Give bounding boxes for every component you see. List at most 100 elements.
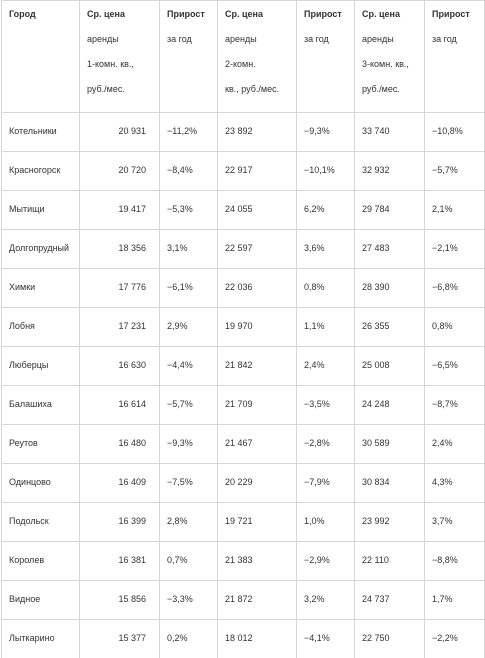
cell-value: −3,5% [304,399,330,409]
city-name: Долгопрудный [9,243,70,253]
cell-value: 22 917 [225,165,253,175]
row-border [1,190,484,191]
cell-value: 20 229 [225,477,253,487]
cell-value: 19 970 [225,321,253,331]
cell-value: 26 355 [362,321,390,331]
cell-value: −10,1% [304,165,335,175]
cell-value: −3,3% [167,594,193,604]
row-border [1,268,484,269]
cell-value: 22 036 [225,282,253,292]
cell-value: −5,7% [167,399,193,409]
city-name: Подольск [9,516,49,526]
cell-value: 25 008 [362,360,390,370]
header-text: аренды [225,34,257,44]
cell-value: 27 483 [362,243,390,253]
header-text: за год [167,34,192,44]
header-text: Ср. цена [225,9,263,19]
cell-value: 19 417 [118,204,146,214]
cell-value: 4,3% [432,477,453,487]
cell-value: 32 932 [362,165,390,175]
cell-value: 21 383 [225,555,253,565]
cell-value: 0,8% [304,282,325,292]
city-name: Одинцово [9,477,51,487]
cell-value: 2,4% [304,360,325,370]
cell-value: 23 892 [225,126,253,136]
row-border [1,229,484,230]
cell-value: 0,2% [167,633,188,643]
row-border [1,424,484,425]
cell-value: −8,4% [167,165,193,175]
cell-value: 22 750 [362,633,390,643]
cell-value: 22 597 [225,243,253,253]
city-name: Люберцы [9,360,49,370]
cell-value: −10,8% [432,126,463,136]
header-text: 1-комн. кв., [87,59,134,69]
cell-value: −7,9% [304,477,330,487]
header-text: за год [432,34,457,44]
row-border [1,307,484,308]
cell-value: 1,7% [432,594,453,604]
header-text: Ср. цена [87,9,125,19]
cell-value: 16 409 [118,477,146,487]
cell-value: 1,1% [304,321,325,331]
header-text: аренды [87,34,119,44]
cell-value: 2,1% [432,204,453,214]
header-text: 2-комн. [225,59,256,69]
cell-value: 21 872 [225,594,253,604]
row-border [1,385,484,386]
city-name: Мытищи [9,204,45,214]
cell-value: 0,8% [432,321,453,331]
city-name: Красногорск [9,165,61,175]
cell-value: 3,7% [432,516,453,526]
cell-value: 24 737 [362,594,390,604]
column-border [159,0,160,658]
city-name: Лыткарино [9,633,55,643]
cell-value: 21 842 [225,360,253,370]
row-border [1,346,484,347]
header-text: аренды [362,34,394,44]
city-name: Балашиха [9,399,52,409]
cell-value: −8,8% [432,555,458,565]
column-border [354,0,355,658]
header-text: 3-комн. кв., [362,59,409,69]
city-name: Лобня [9,321,35,331]
header-text: руб./мес. [362,84,400,94]
cell-value: 21 709 [225,399,253,409]
cell-value: −6,1% [167,282,193,292]
column-border [1,0,2,658]
cell-value: 29 784 [362,204,390,214]
column-border [424,0,425,658]
cell-value: 16 381 [118,555,146,565]
column-border [79,0,80,658]
cell-value: −5,3% [167,204,193,214]
cell-value: 16 399 [118,516,146,526]
cell-value: 16 480 [118,438,146,448]
row-border [1,112,484,113]
column-border [217,0,218,658]
cell-value: 15 377 [118,633,146,643]
cell-value: 33 740 [362,126,390,136]
cell-value: −11,2% [167,126,198,136]
cell-value: 20 720 [118,165,146,175]
cell-value: 17 776 [118,282,146,292]
cell-value: −2,2% [432,633,458,643]
cell-value: 16 614 [118,399,146,409]
row-border [1,541,484,542]
cell-value: −4,1% [304,633,330,643]
city-name: Реутов [9,438,38,448]
cell-value: 2,9% [167,321,188,331]
city-name: Королев [9,555,45,565]
header-text: Прирост [432,9,470,19]
cell-value: 3,2% [304,594,325,604]
city-name: Видное [9,594,41,604]
cell-value: −7,5% [167,477,193,487]
cell-value: −4,4% [167,360,193,370]
cell-value: −2,9% [304,555,330,565]
cell-value: 3,1% [167,243,188,253]
cell-value: −2,8% [304,438,330,448]
row-border [1,151,484,152]
cell-value: 22 110 [362,555,389,565]
cell-value: 3,6% [304,243,325,253]
cell-value: 2,4% [432,438,453,448]
cell-value: 2,8% [167,516,188,526]
